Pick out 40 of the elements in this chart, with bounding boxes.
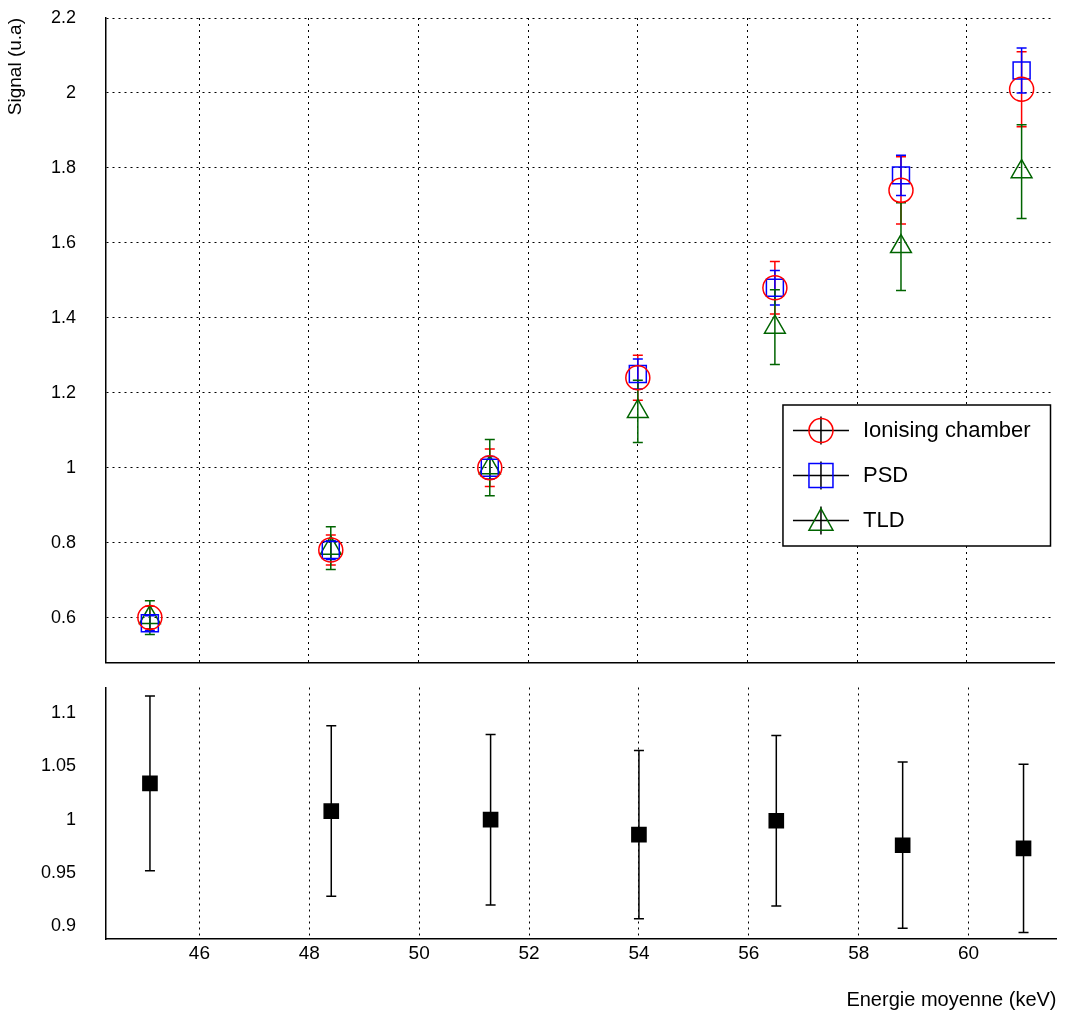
y-tick-label: 0.95 <box>40 861 76 882</box>
x-axis-title: Energie moyenne (keV) <box>846 987 1057 1010</box>
x-tick-label: 46 <box>188 941 210 963</box>
y-tick-label: 1.8 <box>50 156 76 177</box>
legend-label: PSD <box>862 461 909 487</box>
point <box>888 177 914 204</box>
legend-label: TLD <box>862 506 905 532</box>
y-tick-label: 0.6 <box>50 606 76 627</box>
legend-label: Ionising chamber <box>862 416 1031 442</box>
y-tick-label: 2.2 <box>50 6 76 27</box>
x-tick-label: 48 <box>298 941 320 963</box>
y-tick-label: 0.9 <box>50 915 76 936</box>
point <box>323 803 340 819</box>
x-tick-label: 52 <box>518 941 540 963</box>
point <box>482 811 499 828</box>
x-tick-label: 56 <box>738 941 760 963</box>
point <box>1008 76 1035 102</box>
point <box>1012 61 1031 80</box>
point <box>1015 840 1032 857</box>
point <box>894 837 911 854</box>
y-tick-label: 1.6 <box>50 231 76 252</box>
y-tick-label: 1.1 <box>50 702 76 723</box>
x-tick-label: 58 <box>848 941 870 963</box>
y-tick-label: 1.4 <box>50 306 76 327</box>
y-tick-label: 1 <box>65 456 76 477</box>
point <box>142 775 158 792</box>
point <box>631 826 647 843</box>
point <box>768 812 785 829</box>
y-tick-label: 2 <box>65 81 76 102</box>
y-tick-label: 1.05 <box>40 755 76 776</box>
point <box>137 604 163 631</box>
y-tick-label: 0.8 <box>50 531 76 552</box>
y-tick-label: 1 <box>65 808 76 829</box>
y-tick-label: 1.2 <box>50 381 76 402</box>
x-tick-label: 54 <box>628 941 650 963</box>
x-tick-label: 60 <box>958 941 980 963</box>
point <box>625 364 651 391</box>
point <box>891 166 911 185</box>
y-axis-title: Signal (u.a) <box>3 18 25 116</box>
x-tick-label: 50 <box>408 941 430 963</box>
